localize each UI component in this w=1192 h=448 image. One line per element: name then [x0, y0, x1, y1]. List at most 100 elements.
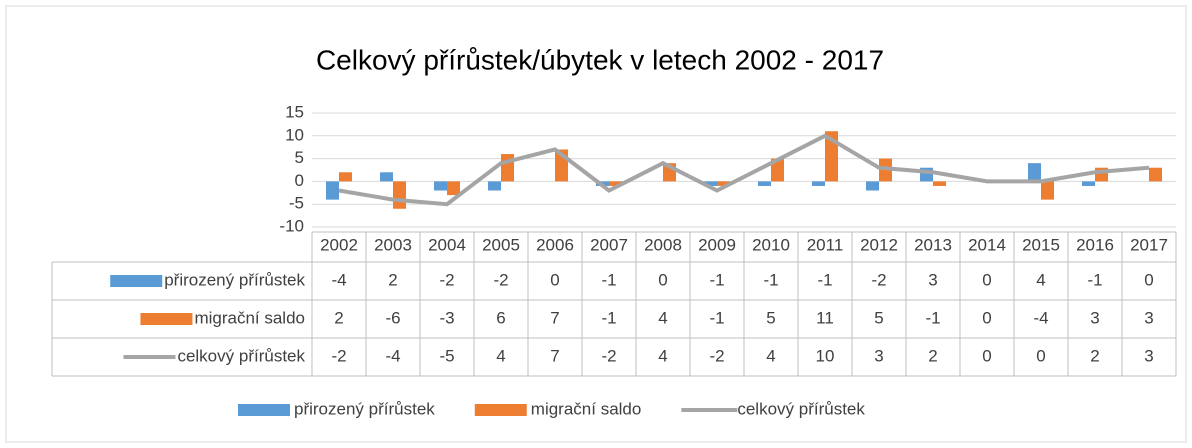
table-cell: -1: [1087, 270, 1102, 289]
table-cell: -1: [817, 270, 832, 289]
x-tick-label: 2004: [428, 235, 466, 254]
table-cell: -1: [601, 270, 616, 289]
bar: [447, 181, 460, 196]
table-cell: 4: [766, 346, 775, 365]
bar: [812, 181, 825, 186]
bar: [717, 181, 730, 186]
table-cell: 11: [816, 308, 834, 327]
table-cell: -3: [439, 308, 454, 327]
table-cell: 6: [496, 308, 505, 327]
table-cell: 2: [334, 308, 343, 327]
legend-label: migrační saldo: [194, 308, 305, 327]
legend-label: přirozený přírůstek: [164, 270, 305, 289]
x-tick-label: 2013: [914, 235, 952, 254]
x-tick-label: 2008: [644, 235, 682, 254]
table-cell: 3: [1144, 308, 1153, 327]
bar: [758, 181, 771, 186]
table-cell: 0: [550, 270, 559, 289]
x-tick-label: 2014: [968, 235, 1006, 254]
bar: [434, 181, 447, 191]
table-cell: 5: [874, 308, 883, 327]
x-tick-label: 2011: [807, 235, 844, 254]
table-cell: 3: [1144, 346, 1153, 365]
bar: [1149, 167, 1162, 182]
table-cell: 4: [496, 346, 505, 365]
bar: [326, 181, 339, 200]
table-cell: 2: [928, 346, 937, 365]
table-cell: 5: [766, 308, 775, 327]
y-tick-label: -10: [279, 216, 304, 235]
bar: [704, 181, 717, 186]
table-cell: 10: [816, 346, 835, 365]
table-cell: 7: [550, 308, 559, 327]
table-cell: 0: [1144, 270, 1153, 289]
bar: [1041, 181, 1054, 200]
table-cell: 0: [982, 346, 991, 365]
x-tick-label: 2016: [1076, 235, 1114, 254]
table-cell: -2: [709, 346, 724, 365]
x-tick-label: 2017: [1130, 235, 1168, 254]
legend-key: [474, 404, 527, 416]
table-cell: -4: [1033, 308, 1048, 327]
table-cell: 7: [550, 346, 559, 365]
bar: [1082, 181, 1095, 186]
legend-label: celkový přírůstek: [737, 399, 865, 418]
bar: [380, 172, 393, 182]
table-cell: 3: [874, 346, 883, 365]
bar: [933, 181, 946, 186]
y-tick-label: 10: [285, 125, 304, 144]
chart-title: Celkový přírůstek/úbytek v letech 2002 -…: [316, 44, 884, 75]
x-tick-label: 2006: [536, 235, 574, 254]
table-cell: -2: [493, 270, 508, 289]
line-series: [338, 133, 1150, 207]
table-cell: -1: [709, 270, 724, 289]
table-cell: -1: [925, 308, 940, 327]
table-cell: 0: [1036, 346, 1045, 365]
bar: [609, 181, 622, 186]
y-tick-label: -5: [289, 194, 304, 213]
x-tick-label: 2010: [752, 235, 790, 254]
table-cell: -5: [439, 346, 454, 365]
table-cell: -2: [439, 270, 454, 289]
legend-key: [140, 313, 193, 325]
bar: [771, 158, 784, 182]
legend-label: celkový přírůstek: [177, 346, 305, 365]
table-cell: 4: [658, 308, 667, 327]
legend-label: přirozený přírůstek: [294, 399, 435, 418]
bar: [339, 172, 352, 182]
table-cell: -6: [385, 308, 400, 327]
table-cell: -4: [385, 346, 400, 365]
legend-key: [110, 275, 163, 287]
x-tick-label: 2015: [1022, 235, 1060, 254]
x-tick-label: 2007: [590, 235, 628, 254]
chart-border: [5, 5, 1187, 443]
bar: [501, 154, 514, 182]
table-cell: 0: [658, 270, 667, 289]
table-cell: 2: [388, 270, 397, 289]
x-tick-label: 2012: [860, 235, 898, 254]
table-cell: -1: [601, 308, 616, 327]
table-cell: 0: [982, 308, 991, 327]
y-tick-label: 15: [285, 102, 304, 121]
x-tick-label: 2009: [698, 235, 736, 254]
table-cell: 0: [982, 270, 991, 289]
x-tick-label: 2005: [482, 235, 520, 254]
bar: [1028, 163, 1041, 182]
legend-label: migrační saldo: [531, 399, 642, 418]
table-cell: 4: [1036, 270, 1045, 289]
table-cell: 3: [928, 270, 937, 289]
y-tick-label: 5: [295, 148, 304, 167]
table-cell: 3: [1090, 308, 1099, 327]
x-tick-label: 2002: [320, 235, 358, 254]
bar: [488, 181, 501, 191]
x-tick-label: 2003: [374, 235, 412, 254]
table-cell: -2: [871, 270, 886, 289]
table-cell: 2: [1090, 346, 1099, 365]
table-cell: -1: [709, 308, 724, 327]
bar: [866, 181, 879, 191]
table-cell: -2: [331, 346, 346, 365]
legend-key: [238, 404, 290, 416]
table-cell: -2: [601, 346, 616, 365]
bar: [393, 181, 406, 209]
